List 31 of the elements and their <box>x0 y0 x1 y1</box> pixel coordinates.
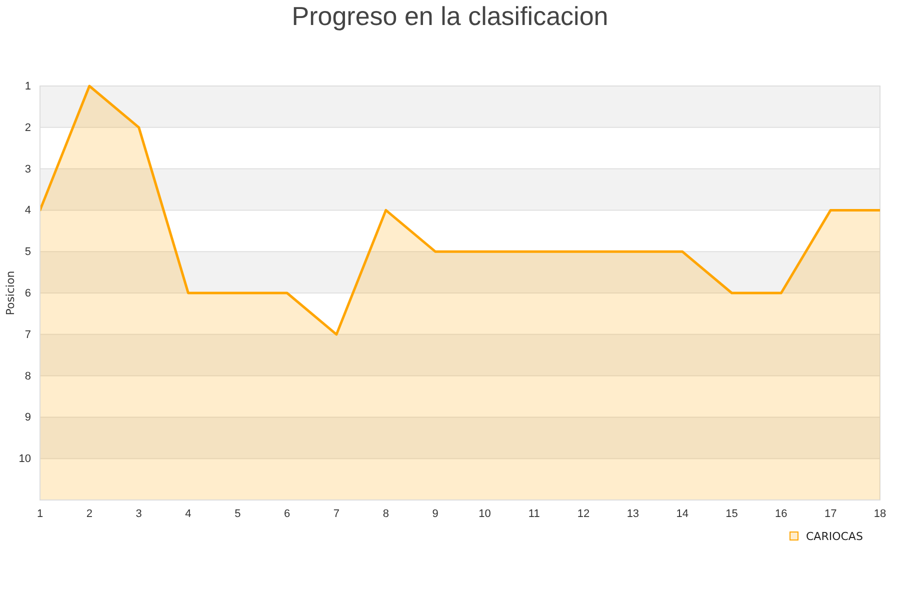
x-tick-label: 10 <box>478 508 491 520</box>
chart-title: Progreso en la clasificacion <box>292 1 608 31</box>
y-tick-label: 7 <box>24 328 31 341</box>
x-tick-label: 7 <box>333 508 340 520</box>
x-tick-label: 13 <box>626 508 640 520</box>
x-tick-label: 11 <box>528 508 540 520</box>
y-tick-label: 4 <box>24 204 31 217</box>
x-tick-label: 4 <box>185 508 192 520</box>
y-tick-label: 5 <box>24 246 31 258</box>
x-tick-label: 14 <box>676 508 688 520</box>
x-tick-label: 15 <box>726 508 738 520</box>
x-tick-label: 8 <box>382 508 389 520</box>
x-tick-label: 17 <box>824 508 837 520</box>
x-tick-label: 2 <box>86 508 92 520</box>
y-tick-label: 1 <box>24 80 31 93</box>
x-tick-label: 3 <box>136 508 142 520</box>
y-tick-label: 10 <box>18 453 31 466</box>
x-tick-label: 5 <box>234 508 241 520</box>
x-tick-label: 6 <box>284 508 290 520</box>
legend-label: CARIOCAS <box>806 530 863 543</box>
x-tick-label: 9 <box>432 508 438 520</box>
x-tick-label: 18 <box>874 508 886 520</box>
y-axis-title: Posicion <box>4 270 17 316</box>
x-tick-label: 1 <box>36 508 44 520</box>
x-tick-label: 16 <box>775 508 788 520</box>
y-tick-label: 8 <box>24 370 31 382</box>
y-tick-label: 2 <box>24 122 31 134</box>
y-tick-label: 9 <box>24 412 31 424</box>
x-tick-label: 12 <box>577 508 590 520</box>
y-tick-label: 6 <box>24 288 31 300</box>
y-tick-label: 3 <box>24 163 31 176</box>
